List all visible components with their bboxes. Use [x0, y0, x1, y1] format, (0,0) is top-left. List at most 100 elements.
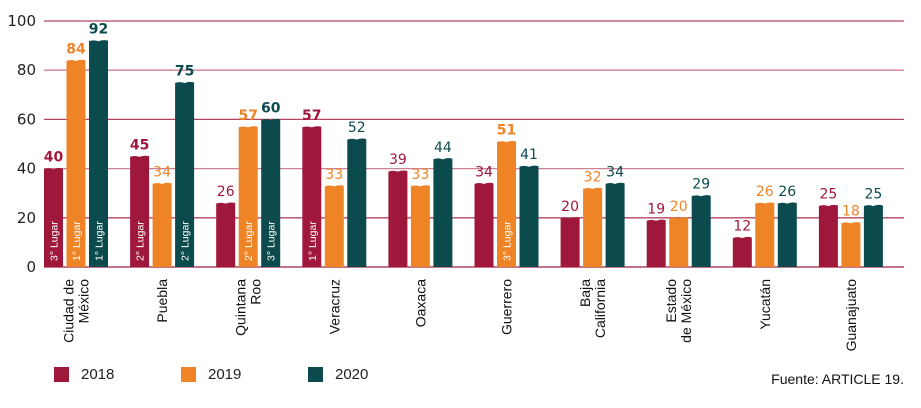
value-label-2020: 41 — [520, 147, 538, 163]
legend-swatch-2018 — [54, 367, 69, 382]
value-label-2018: 12 — [733, 218, 751, 234]
bar-2019 — [324, 185, 344, 267]
bar-2018 — [818, 204, 838, 267]
bar-2020 — [89, 40, 108, 267]
y-tick-label: 40 — [17, 160, 36, 178]
category-label: Guanajuato — [843, 279, 859, 352]
bar-2020 — [605, 182, 625, 267]
category-label: Baja — [577, 279, 593, 307]
value-label-2018: 26 — [217, 184, 235, 200]
bar-2020 — [777, 202, 797, 267]
bar-2020 — [433, 158, 453, 267]
category-label: Oaxaca — [412, 279, 428, 327]
legend-item-2020: 2020 — [308, 366, 435, 383]
value-label-2019: 32 — [584, 169, 602, 185]
value-label-2019: 34 — [153, 164, 171, 180]
legend-label-2019: 2019 — [208, 366, 242, 383]
bar-2019 — [66, 59, 86, 268]
category-label: Puebla — [154, 279, 170, 323]
legend-label-2018: 2018 — [81, 366, 115, 383]
bar-2020 — [863, 204, 883, 267]
source-note: Fuente: ARTICLE 19. — [771, 371, 904, 387]
category-label: México — [76, 279, 92, 324]
bar-2020 — [691, 195, 711, 267]
bar-2018 — [732, 236, 752, 267]
bar-2020 — [261, 118, 281, 267]
rank-label: 2° Lugar — [180, 221, 192, 261]
bar-2018 — [302, 126, 322, 268]
category-label: Veracruz — [326, 279, 342, 334]
rank-label: 2° Lugar — [243, 221, 255, 261]
value-label-2020: 92 — [89, 22, 108, 38]
value-label-2020: 25 — [864, 187, 882, 203]
value-label-2018: 34 — [475, 164, 493, 180]
bar-2019 — [583, 187, 603, 267]
category-label: Estado — [663, 279, 679, 323]
bar-2018 — [474, 182, 494, 267]
value-label-2018: 19 — [647, 201, 665, 217]
legend-label-2020: 2020 — [335, 366, 369, 383]
value-label-2020: 44 — [434, 140, 452, 156]
bar-2018 — [216, 202, 236, 267]
value-label-2019: 51 — [497, 123, 516, 139]
value-label-2020: 29 — [692, 177, 710, 193]
value-label-2020: 34 — [606, 164, 624, 180]
value-label-2018: 20 — [561, 199, 579, 215]
bar-2018 — [560, 217, 580, 267]
value-label-2018: 57 — [302, 108, 321, 124]
bar-2019 — [497, 140, 516, 267]
value-label-2020: 26 — [778, 184, 796, 200]
bar-2019 — [755, 202, 775, 267]
value-label-2019: 26 — [756, 184, 774, 200]
legend: 2018 2019 2020 — [54, 366, 435, 383]
value-label-2018: 40 — [44, 150, 64, 166]
category-label: Ciudad de — [61, 279, 77, 343]
bar-2019 — [152, 182, 172, 267]
value-label-2019: 57 — [238, 108, 257, 124]
value-label-2019: 20 — [670, 199, 688, 215]
value-label-2020: 52 — [348, 120, 366, 136]
y-tick-label: 60 — [17, 110, 36, 128]
legend-swatch-2020 — [308, 367, 323, 382]
category-label: Roo — [248, 279, 264, 305]
bar-2018 — [130, 155, 150, 267]
y-tick-label: 0 — [26, 258, 36, 276]
rank-label: 3° Lugar — [49, 221, 61, 261]
bar-2020 — [519, 165, 539, 267]
bar-2018 — [44, 168, 63, 267]
value-label-2018: 39 — [389, 152, 407, 168]
legend-item-2018: 2018 — [54, 366, 181, 383]
category-label: Quintana — [233, 279, 249, 336]
bar-2019 — [238, 126, 258, 268]
bar-2019 — [841, 222, 861, 267]
value-label-2018: 25 — [819, 187, 837, 203]
value-label-2019: 84 — [66, 41, 86, 57]
bar-2020 — [175, 81, 195, 268]
rank-label: 3° Lugar — [502, 221, 514, 261]
y-tick-label: 100 — [7, 12, 36, 30]
y-tick-label: 80 — [17, 61, 36, 79]
category-label: California — [592, 279, 608, 338]
value-label-2020: 75 — [175, 64, 194, 80]
value-label-2019: 18 — [842, 204, 860, 220]
value-label-2020: 60 — [261, 100, 281, 116]
legend-item-2019: 2019 — [181, 366, 308, 383]
bar-2019 — [410, 185, 430, 267]
rank-label: 3° Lugar — [266, 221, 278, 261]
y-tick-label: 20 — [17, 209, 36, 227]
rank-label: 1° Lugar — [307, 221, 319, 261]
rank-label: 2° Lugar — [135, 221, 147, 261]
rank-label: 1° Lugar — [94, 221, 106, 261]
category-label: de México — [678, 279, 694, 343]
bar-2020 — [347, 138, 367, 267]
bar-2018 — [388, 170, 408, 267]
bar-chart: 0 20 40 60 80 100 40 3° Lugar 84 1° Lugar 92 1° Lug… — [7, 12, 904, 352]
value-label-2019: 33 — [411, 167, 429, 183]
category-label: Yucatán — [757, 279, 773, 330]
bar-2018 — [646, 219, 666, 267]
bar-2019 — [669, 217, 689, 267]
value-label-2018: 45 — [130, 137, 149, 153]
category-label: Guerrero — [499, 279, 515, 335]
rank-label: 1° Lugar — [71, 221, 83, 261]
legend-swatch-2019 — [181, 367, 196, 382]
